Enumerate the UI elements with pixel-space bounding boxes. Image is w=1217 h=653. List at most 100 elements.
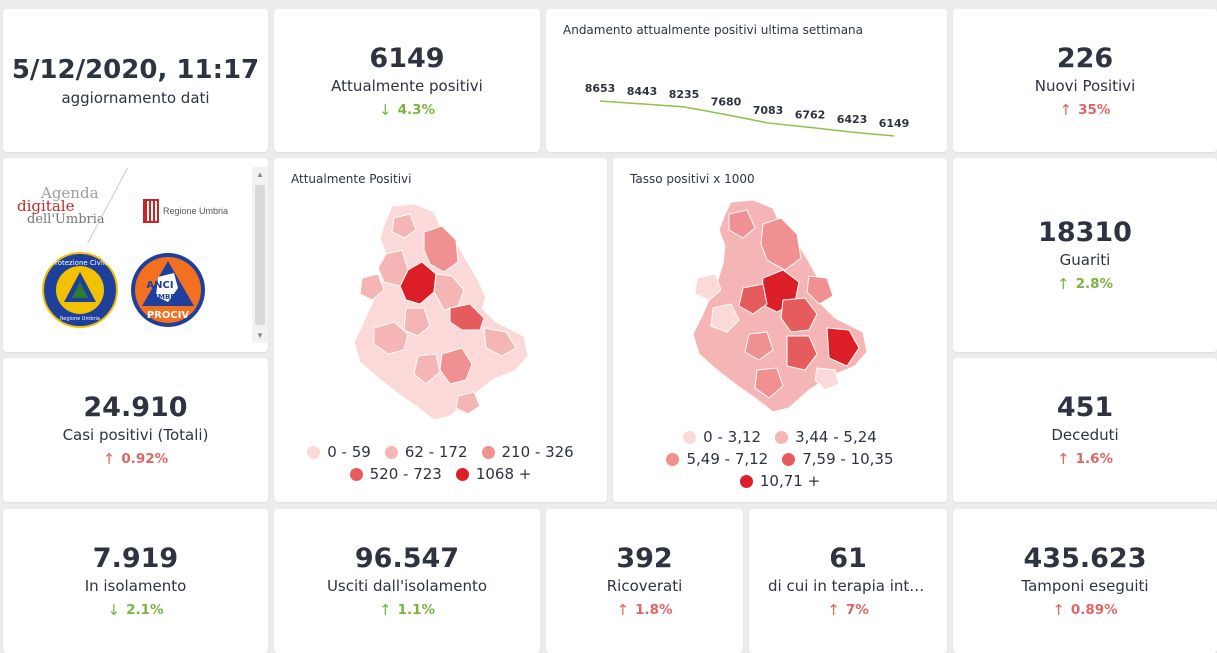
- kpi-change-value: 1.8%: [635, 602, 673, 618]
- kpi-change-value: 35%: [1078, 101, 1111, 118]
- trend-line: [599, 100, 895, 137]
- logos-scrollbar[interactable]: ▲ ▼: [252, 167, 268, 343]
- map-tasso-legend: 0 - 3,12 3,44 - 5,24 5,49 - 7,12 7,59 - …: [613, 428, 947, 494]
- legend-item: 210 - 326: [481, 443, 574, 461]
- legend-item: 520 - 723: [349, 465, 442, 483]
- legend-item: 1068 +: [455, 465, 531, 483]
- isolamento-card: 7.919 In isolamento ↓ 2.1%: [3, 509, 268, 653]
- kpi-change-value: 0.89%: [1070, 602, 1118, 618]
- scroll-down-icon[interactable]: ▼: [256, 331, 264, 340]
- update-label: aggiornamento dati: [61, 88, 210, 107]
- map-tasso-card: Tasso positivi x 1000 0 - 3,12 3,44 - 5,…: [613, 158, 947, 502]
- arrow-up-icon: ↑: [1056, 450, 1070, 468]
- kpi-value: 451: [1056, 392, 1114, 423]
- kpi-label: Deceduti: [1051, 426, 1119, 444]
- arrow-up-icon: ↑: [1059, 100, 1073, 119]
- trend-card: Andamento attualmente positivi ultima se…: [546, 9, 947, 152]
- kpi-label: Tamponi eseguiti: [1021, 577, 1149, 595]
- regione-emblem-icon: [143, 199, 159, 223]
- deceduti-card: 451 Deceduti ↑ 1.6%: [953, 358, 1217, 502]
- kpi-label: Casi positivi (Totali): [62, 426, 209, 444]
- terapia-card: 61 di cui in terapia intensiva ↑ 7%: [749, 509, 947, 653]
- trend-data-label: 7680: [711, 96, 742, 109]
- guariti-card: 18310 Guariti ↑ 2.8%: [953, 158, 1217, 352]
- kpi-change-value: 0.92%: [121, 451, 169, 467]
- kpi-change: ↑ 35%: [1060, 101, 1111, 119]
- kpi-change: ↓ 4.3%: [379, 101, 435, 119]
- arrow-up-icon: ↑: [1056, 275, 1070, 293]
- nuovi-positivi-card: 226 Nuovi Positivi ↑ 35%: [953, 9, 1217, 152]
- trend-data-label: 7083: [753, 104, 784, 117]
- kpi-label: Ricoverati: [606, 577, 683, 595]
- usciti-card: 96.547 Usciti dall'isolamento ↑ 1.1%: [274, 509, 540, 653]
- kpi-label: Guariti: [1059, 251, 1111, 269]
- kpi-change-value: 1.1%: [397, 602, 436, 618]
- kpi-change-value: 7%: [845, 602, 869, 618]
- kpi-change: ↑ 1.8%: [616, 601, 672, 619]
- trend-data-label: 6762: [795, 108, 826, 121]
- arrow-down-icon: ↓: [107, 601, 121, 619]
- trend-data-label: 8443: [627, 85, 658, 98]
- legend-item: 3,44 - 5,24: [775, 428, 877, 446]
- kpi-change: ↑ 0.92%: [103, 450, 168, 468]
- kpi-value: 24.910: [83, 392, 188, 423]
- kpi-label: Nuovi Positivi: [1034, 76, 1136, 95]
- tamponi-card: 435.623 Tamponi eseguiti ↑ 0.89%: [953, 509, 1217, 653]
- legend-item: 0 - 3,12: [683, 428, 761, 446]
- map-tasso-title: Tasso positivi x 1000: [630, 172, 755, 186]
- legend-item: 10,71 +: [739, 472, 820, 490]
- kpi-change: ↑ 1.6%: [1057, 450, 1113, 468]
- kpi-change: ↑ 1.1%: [379, 601, 435, 619]
- protezione-civile-logo: Protezione Civile Regione Umbria: [42, 252, 118, 328]
- arrow-up-icon: ↑: [102, 450, 116, 468]
- agenda-digitale-logo: Agenda digitale dell'Umbria: [17, 184, 105, 227]
- kpi-value: 61: [829, 543, 867, 574]
- anci-umbria-prociv-logo: ANCI UMBRIA PROCIV: [131, 253, 205, 327]
- kpi-value: 226: [1056, 42, 1114, 74]
- kpi-label: di cui in terapia intensiva: [768, 577, 928, 595]
- svg-text:Regione Umbria: Regione Umbria: [60, 316, 100, 322]
- ricoverati-card: 392 Ricoverati ↑ 1.8%: [546, 509, 743, 653]
- arrow-up-icon: ↑: [827, 601, 840, 619]
- map-positivi-legend: 0 - 59 62 - 172 210 - 326 520 - 723 1068…: [274, 443, 607, 487]
- svg-text:Protezione Civile: Protezione Civile: [51, 259, 109, 267]
- map-positivi-card: Attualmente Positivi 0 - 59 62 - 172 210…: [274, 158, 607, 502]
- kpi-label: Attualmente positivi: [331, 76, 483, 95]
- update-card: 5/12/2020, 11:17 aggiornamento dati: [3, 9, 268, 152]
- kpi-change-value: 2.8%: [1075, 276, 1114, 292]
- legend-item: 7,59 - 10,35: [782, 450, 894, 468]
- trend-data-label: 6149: [879, 117, 910, 130]
- scroll-up-icon[interactable]: ▲: [256, 170, 264, 179]
- trend-data-label: 6423: [837, 113, 868, 126]
- attualmente-positivi-card: 6149 Attualmente positivi ↓ 4.3%: [274, 9, 540, 152]
- arrow-up-icon: ↑: [1052, 601, 1065, 619]
- kpi-change-value: 2.1%: [126, 602, 164, 618]
- scrollbar-thumb[interactable]: [255, 185, 265, 325]
- trend-data-label: 8653: [585, 82, 616, 95]
- kpi-change: ↑ 0.89%: [1052, 601, 1117, 619]
- update-datetime: 5/12/2020, 11:17: [11, 54, 260, 85]
- kpi-value: 96.547: [354, 543, 460, 574]
- casi-totali-card: 24.910 Casi positivi (Totali) ↑ 0.92%: [3, 358, 268, 502]
- arrow-up-icon: ↑: [378, 601, 392, 619]
- legend-item: 62 - 172: [384, 443, 468, 461]
- trend-data-label: 8235: [669, 88, 700, 101]
- logos-card: Agenda digitale dell'Umbria Regione Umbr…: [3, 158, 268, 352]
- svg-text:PROCIV: PROCIV: [147, 310, 190, 321]
- regione-umbria-logo: Regione Umbria: [143, 199, 228, 223]
- kpi-value: 18310: [1038, 217, 1132, 248]
- trend-chart: 8653 8443 8235 7680 7083 6762 6423 6149: [585, 82, 910, 137]
- kpi-change: ↑ 7%: [827, 601, 869, 619]
- kpi-change: ↓ 2.1%: [107, 601, 163, 619]
- kpi-label: Usciti dall'isolamento: [326, 577, 488, 595]
- kpi-change: ↑ 2.8%: [1057, 275, 1113, 293]
- kpi-value: 435.623: [1023, 543, 1147, 574]
- svg-text:UMBRIA: UMBRIA: [152, 293, 184, 301]
- kpi-change-value: 1.6%: [1075, 451, 1114, 467]
- arrow-down-icon: ↓: [378, 100, 392, 119]
- map-positivi-title: Attualmente Positivi: [291, 172, 412, 186]
- map-positivi-umbria[interactable]: [274, 158, 607, 502]
- kpi-label: In isolamento: [84, 577, 187, 595]
- map-tasso-umbria[interactable]: [613, 158, 947, 502]
- svg-text:ANCI: ANCI: [146, 280, 173, 291]
